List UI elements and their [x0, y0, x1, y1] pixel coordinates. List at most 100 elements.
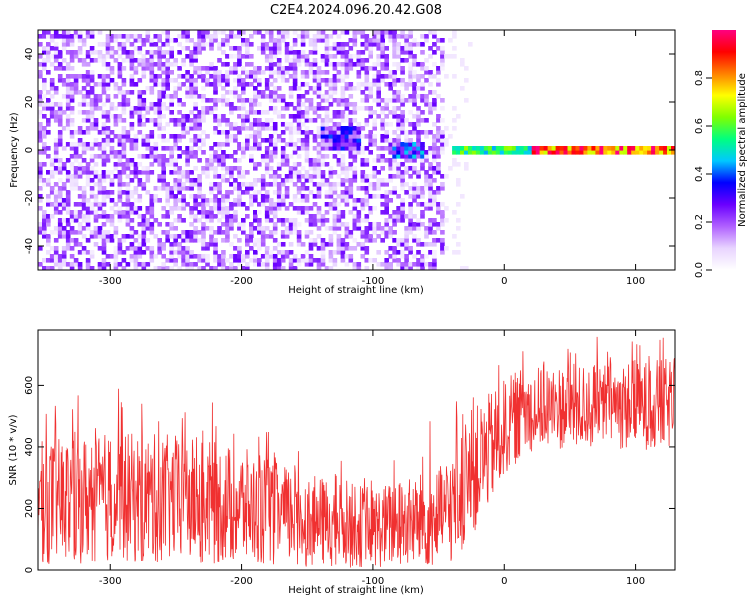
- spectrogram-cell: [213, 78, 218, 83]
- spectrogram-cell: [396, 206, 401, 211]
- spectrogram-cell: [304, 54, 310, 59]
- spectrogram-cell: [133, 254, 139, 259]
- spectrogram-cell: [424, 230, 429, 235]
- spectrogram-cell: [408, 146, 413, 151]
- spectrogram-cell: [388, 246, 393, 251]
- spectrogram-cell: [412, 70, 417, 75]
- spectrogram-cell: [145, 166, 151, 171]
- spectrogram-cell: [328, 266, 334, 270]
- spectrogram-cell: [189, 146, 194, 151]
- spectrogram-cell: [65, 242, 71, 247]
- spectrogram-cell: [209, 190, 214, 195]
- spectrogram-cell: [288, 170, 294, 175]
- spectrogram-cell: [53, 230, 59, 235]
- spectrogram-cell: [61, 230, 67, 235]
- spectrogram-cell: [121, 66, 127, 71]
- spectrogram-cell: [225, 74, 230, 79]
- spectrogram-cell: [153, 50, 159, 55]
- spectrogram-cell: [284, 46, 290, 51]
- spectrogram-cell: [217, 78, 222, 83]
- spectrogram-cell: [125, 186, 131, 191]
- spectrogram-cell: [169, 226, 174, 231]
- spectrogram-cell: [229, 30, 234, 35]
- spectrogram-cell: [257, 102, 262, 107]
- spectrogram-cell: [185, 86, 190, 91]
- spectrogram-cell: [65, 246, 71, 251]
- spectrogram-cell: [332, 46, 338, 51]
- spectrogram-cell: [129, 230, 135, 235]
- spectrogram-cell: [65, 50, 71, 55]
- spectrogram-cell: [249, 230, 254, 235]
- spectrogram-cell: [177, 122, 182, 127]
- spectrogram-cell: [444, 174, 449, 179]
- spectrogram-cell: [280, 258, 286, 263]
- spectrogram-cell: [117, 66, 123, 71]
- spectrogram-cell: [420, 158, 425, 163]
- spectrogram-cell: [288, 114, 294, 119]
- spectrogram-cell: [193, 142, 198, 147]
- spectrogram-cell: [292, 126, 298, 131]
- spectrogram-cell: [65, 198, 71, 203]
- spectrogram-cell: [292, 142, 298, 147]
- spectrogram-cell: [332, 230, 338, 235]
- spectrogram-cell: [416, 150, 421, 155]
- spectrogram-cell: [288, 126, 294, 131]
- spectrogram-cell: [400, 198, 405, 203]
- spectrogram-cell: [121, 150, 127, 155]
- spectrogram-cell: [229, 262, 234, 267]
- spectrogram-cell: [579, 150, 584, 155]
- spectrogram-cell: [396, 118, 401, 123]
- spectrogram-cell: [316, 114, 322, 119]
- spectrogram-xtick-label: 100: [626, 276, 645, 287]
- spectrogram-cell: [408, 70, 413, 75]
- spectrogram-cell: [93, 142, 99, 147]
- spectrogram-cell: [280, 106, 286, 111]
- spectrogram-cell: [420, 210, 425, 215]
- spectrogram-cell: [201, 206, 206, 211]
- spectrogram-cell: [396, 210, 401, 215]
- spectrogram-cell: [161, 82, 166, 87]
- spectrogram-cell: [101, 114, 107, 119]
- spectrogram-cell: [157, 158, 162, 163]
- spectrogram-cell: [109, 234, 115, 239]
- spectrogram-cell: [257, 142, 262, 147]
- spectrogram-cell: [268, 66, 274, 71]
- spectrogram-cell: [38, 114, 43, 119]
- spectrogram-cell: [221, 86, 226, 91]
- spectrogram-cell: [276, 114, 282, 119]
- spectrogram-cell: [464, 266, 469, 270]
- spectrogram-cell: [225, 134, 230, 139]
- spectrogram-cell: [38, 54, 43, 59]
- spectrogram-cell: [133, 262, 139, 267]
- spectrogram-cell: [324, 130, 330, 135]
- spectrogram-cell: [57, 122, 63, 127]
- spectrogram-cell: [332, 218, 338, 223]
- spectrogram-cell: [479, 146, 485, 151]
- spectrogram-cell: [193, 78, 198, 83]
- spectrogram-cell: [193, 230, 198, 235]
- spectrogram-cell: [623, 146, 628, 151]
- spectrogram-cell: [129, 170, 135, 175]
- spectrogram-cell: [69, 94, 75, 99]
- spectrogram-cell: [400, 118, 405, 123]
- spectrogram-cell: [125, 206, 131, 211]
- spectrogram-cell: [129, 42, 135, 47]
- spectrogram-cell: [316, 262, 322, 267]
- spectrogram-cell: [77, 266, 83, 270]
- spectrogram-cell: [424, 38, 429, 43]
- spectrogram-cell: [384, 158, 389, 163]
- spectrogram-cell: [384, 30, 389, 35]
- spectrogram-cell: [436, 114, 441, 119]
- spectrogram-cell: [404, 50, 409, 55]
- spectrogram-cell: [296, 50, 302, 55]
- spectrogram-cell: [336, 250, 342, 255]
- spectrogram-cell: [105, 38, 111, 43]
- spectrogram-cell: [440, 98, 445, 103]
- spectrogram-cell: [352, 218, 358, 223]
- spectrogram-cell: [440, 214, 445, 219]
- spectrogram-cell: [340, 130, 346, 135]
- spectrogram-cell: [340, 50, 346, 55]
- spectrogram-cell: [197, 266, 202, 270]
- spectrogram-cell: [312, 110, 318, 115]
- spectrogram-cell: [328, 142, 334, 147]
